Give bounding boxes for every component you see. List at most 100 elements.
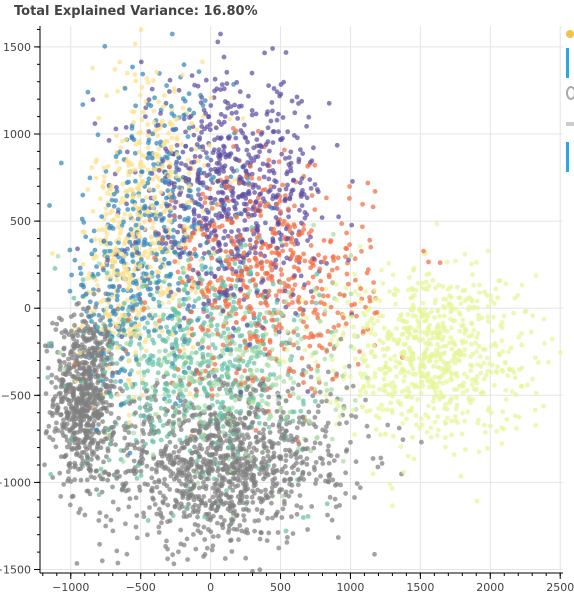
scatter-point bbox=[181, 302, 187, 307]
scatter-point bbox=[418, 362, 423, 367]
scatter-point bbox=[104, 306, 109, 311]
scatter-point bbox=[142, 212, 148, 218]
scatter-point bbox=[342, 364, 348, 370]
scatter-point bbox=[260, 325, 265, 330]
scatter-point bbox=[263, 289, 268, 294]
scatter-point bbox=[150, 359, 156, 365]
scatter-point bbox=[384, 347, 390, 352]
scatter-point bbox=[269, 274, 274, 279]
scatter-point bbox=[114, 548, 120, 554]
scatter-point bbox=[313, 300, 319, 306]
scatter-point bbox=[360, 201, 365, 207]
scatter-point bbox=[231, 292, 237, 298]
scatter-point bbox=[86, 404, 92, 409]
scatter-point bbox=[198, 419, 204, 425]
scatter-point bbox=[344, 385, 350, 391]
scatter-point bbox=[496, 351, 502, 357]
scatter-point bbox=[156, 168, 162, 173]
scatter-point bbox=[441, 334, 446, 340]
scatter-point bbox=[474, 334, 480, 340]
scatter-point bbox=[328, 304, 334, 310]
scatter-point bbox=[158, 189, 164, 195]
scatter-point bbox=[430, 384, 436, 390]
scatter-point bbox=[431, 364, 436, 369]
scatter-point bbox=[351, 324, 356, 330]
scatter-point bbox=[400, 437, 406, 443]
scatter-point bbox=[154, 140, 160, 146]
scatter-point bbox=[196, 280, 201, 286]
scatter-point bbox=[270, 515, 275, 521]
scatter-point bbox=[215, 392, 220, 398]
scatter-point bbox=[221, 502, 227, 507]
scatter-point bbox=[500, 349, 506, 354]
scatter-point bbox=[197, 243, 203, 248]
scatter-point bbox=[224, 81, 230, 86]
scatter-point bbox=[408, 350, 414, 355]
scatter-point bbox=[437, 375, 443, 381]
scatter-point bbox=[311, 145, 316, 151]
scatter-point bbox=[105, 347, 111, 353]
scatter-point bbox=[361, 383, 367, 389]
scatter-point bbox=[91, 400, 97, 406]
scatter-point bbox=[290, 292, 296, 298]
scatter-point bbox=[154, 289, 160, 295]
scatter-point bbox=[324, 349, 330, 354]
scatter-point bbox=[175, 454, 181, 460]
scatter-point bbox=[111, 203, 117, 209]
scatter-point bbox=[295, 332, 301, 338]
scatter-point bbox=[102, 249, 107, 254]
scatter-point bbox=[187, 391, 193, 396]
scatter-point bbox=[291, 369, 297, 375]
scatter-point bbox=[114, 185, 119, 190]
scatter-point bbox=[83, 234, 89, 240]
scatter-point bbox=[264, 259, 270, 264]
scatter-point bbox=[285, 388, 291, 394]
scatter-point bbox=[271, 159, 277, 165]
scatter-point bbox=[117, 200, 123, 206]
scatter-point bbox=[312, 440, 318, 446]
scatter-point bbox=[193, 387, 199, 392]
scatter-point bbox=[261, 315, 267, 321]
scatter-point bbox=[189, 73, 195, 78]
scatter-point bbox=[111, 218, 117, 223]
scatter-point bbox=[383, 360, 389, 366]
scatter-point bbox=[399, 411, 405, 417]
scatter-point bbox=[310, 261, 315, 266]
scatter-point bbox=[107, 339, 113, 344]
scatter-point bbox=[114, 277, 120, 283]
scatter-point bbox=[178, 527, 184, 533]
scatter-point bbox=[222, 518, 227, 523]
scatter-point bbox=[270, 356, 276, 361]
scatter-point bbox=[381, 376, 387, 382]
scatter-point bbox=[441, 313, 447, 319]
scatter-point bbox=[388, 400, 394, 406]
scatter-point bbox=[92, 121, 98, 126]
scatter-point bbox=[299, 98, 305, 104]
scatter-point bbox=[235, 437, 241, 442]
scatter-point bbox=[224, 366, 230, 371]
scatter-point bbox=[411, 456, 417, 462]
scatter-point bbox=[440, 284, 446, 289]
scatter-point bbox=[93, 468, 99, 474]
scatter-point bbox=[284, 470, 289, 476]
scatter-point bbox=[405, 453, 411, 459]
scatter-point bbox=[228, 521, 234, 527]
scatter-point bbox=[184, 200, 190, 206]
scatter-point bbox=[64, 414, 70, 420]
scatter-point bbox=[202, 98, 208, 103]
scatter-point bbox=[330, 477, 336, 483]
scatter-point bbox=[253, 434, 259, 440]
scatter-point bbox=[503, 388, 509, 393]
scatter-point bbox=[238, 304, 244, 310]
scatter-point bbox=[189, 375, 194, 381]
scatter-point bbox=[211, 355, 216, 361]
scatter-point bbox=[152, 95, 158, 101]
scatter-point bbox=[264, 538, 270, 543]
scatter-point bbox=[453, 258, 459, 264]
scatter-point bbox=[193, 146, 199, 152]
scatter-point bbox=[452, 414, 458, 419]
scatter-point bbox=[158, 405, 164, 411]
scatter-point bbox=[181, 238, 187, 243]
scatter-point bbox=[182, 339, 187, 345]
